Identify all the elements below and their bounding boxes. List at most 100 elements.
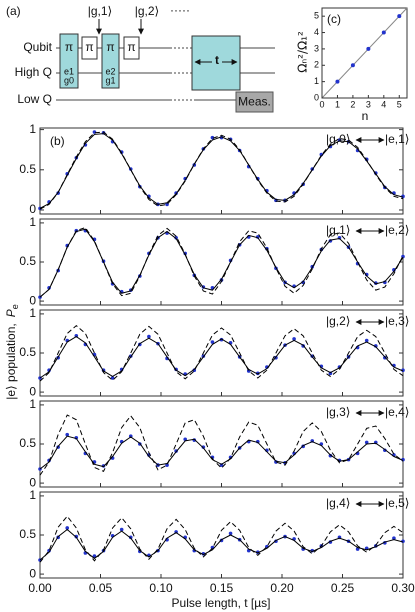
x-tick-label: 0.30 (391, 581, 415, 595)
pulse-label: π (85, 40, 93, 54)
pulse-label: π (127, 40, 135, 54)
state-label: |g,3⟩ (326, 405, 350, 419)
state-marker: |g,2⟩ (135, 4, 159, 18)
y-tick-label: 1 (29, 488, 36, 502)
data-point (119, 527, 124, 532)
label-bg (212, 54, 222, 68)
dashed-curve (39, 515, 404, 563)
x-tick-label: 4 (381, 99, 386, 109)
state-label: |g,4⟩ (326, 496, 350, 510)
x-tick-label: 2 (350, 99, 355, 109)
data-point (201, 445, 206, 449)
data-point (147, 334, 151, 339)
point (350, 63, 355, 68)
wait-label: t (215, 53, 219, 67)
c-y-label: Ωₙ²/Ω₁² (296, 31, 310, 73)
x-tick-label: 0.00 (28, 581, 52, 595)
y-tick-label: 0.5 (19, 345, 36, 359)
data-point (328, 453, 333, 458)
solid-curve (39, 335, 404, 379)
y-tick-label: 0 (314, 92, 319, 102)
data-point (364, 440, 369, 445)
data-point (228, 531, 233, 536)
y-tick-label: 0.5 (19, 254, 36, 268)
x-tick-label: 1 (335, 99, 340, 109)
y-tick-label: 0 (29, 293, 36, 307)
c-frame (321, 7, 408, 99)
c-x-label: n (362, 109, 369, 123)
x-tick-label: 0.10 (149, 581, 173, 595)
point (381, 30, 386, 35)
data-point (192, 368, 197, 373)
dashed-curve (39, 324, 404, 382)
y-label-symbol: P (4, 309, 18, 317)
line-label: Qubit (23, 40, 52, 54)
y-tick-label: 1 (29, 122, 36, 136)
data-point (210, 340, 215, 344)
sideband-label: e2 (105, 66, 115, 76)
data-point (292, 337, 296, 341)
x-tick-label: 0.20 (270, 581, 294, 595)
state-label: |e,2⟩ (385, 223, 409, 237)
data-point (92, 554, 97, 558)
y-tick-label: 1 (29, 215, 36, 229)
data-point (373, 344, 378, 348)
solid-curve (39, 435, 404, 470)
x-tick-label: 0 (319, 99, 324, 109)
y-tick-label: 1 (29, 306, 36, 320)
qubit-pulse (81, 36, 98, 60)
x-tick-label: 0.15 (210, 581, 234, 595)
dashed-curve (39, 227, 404, 298)
data-point (219, 337, 224, 342)
sideband-label: g0 (64, 75, 74, 85)
y-tick-label: 0 (29, 384, 36, 398)
ellipsis: ····· (170, 3, 190, 17)
y-tick-label: 1 (29, 397, 36, 411)
data-point (128, 535, 133, 540)
panel-a: (a) Qubit High Q Low Q π e1 g0 π π e2 g1… (6, 3, 275, 113)
y-tick-label: 3 (314, 43, 319, 53)
data-point (392, 536, 396, 540)
line-label: High Q (15, 65, 52, 79)
x-tick-label: 0.05 (89, 581, 113, 595)
data-point (201, 551, 206, 556)
measure-block (235, 91, 274, 113)
data-point (92, 130, 97, 134)
pulse-label: π (106, 40, 114, 54)
y-tick-label: 2 (314, 60, 319, 70)
y-tick-label: 1 (314, 76, 319, 86)
panel-label: (c) (327, 12, 341, 26)
y-tick-label: 0.5 (19, 436, 36, 450)
data-point (364, 338, 369, 343)
point (366, 46, 371, 51)
y-tick-label: 0 (29, 202, 36, 216)
x-axis-label: Pulse length, t [µs] (172, 596, 271, 610)
sideband-label: g1 (105, 75, 115, 85)
y-tick-label: 0.5 (19, 527, 36, 541)
panel-label: (a) (6, 4, 21, 18)
sideband-pulse (101, 33, 120, 89)
state-marker: |g,1⟩ (88, 4, 112, 18)
y-tick-label: 4 (314, 27, 319, 37)
x-tick-label: 5 (397, 99, 402, 109)
dashed-curve (39, 131, 404, 210)
qubit-pulse (123, 36, 140, 60)
y-tick-label: 0 (29, 475, 36, 489)
state-label: |e,3⟩ (385, 314, 409, 328)
x-tick-label: 3 (366, 99, 371, 109)
state-label: |g,1⟩ (326, 223, 350, 237)
data-point (65, 526, 70, 530)
sideband-label: e1 (64, 66, 74, 76)
point (335, 79, 340, 84)
panel-label: (b) (50, 134, 65, 148)
solid-curve (39, 228, 404, 298)
data-point (174, 235, 178, 240)
state-label: |e,1⟩ (385, 132, 409, 146)
pulse-label: π (65, 40, 73, 54)
y-tick-label: 5 (314, 11, 319, 21)
data-point (192, 548, 197, 553)
point (397, 14, 402, 19)
state-label: |e,4⟩ (385, 405, 409, 419)
